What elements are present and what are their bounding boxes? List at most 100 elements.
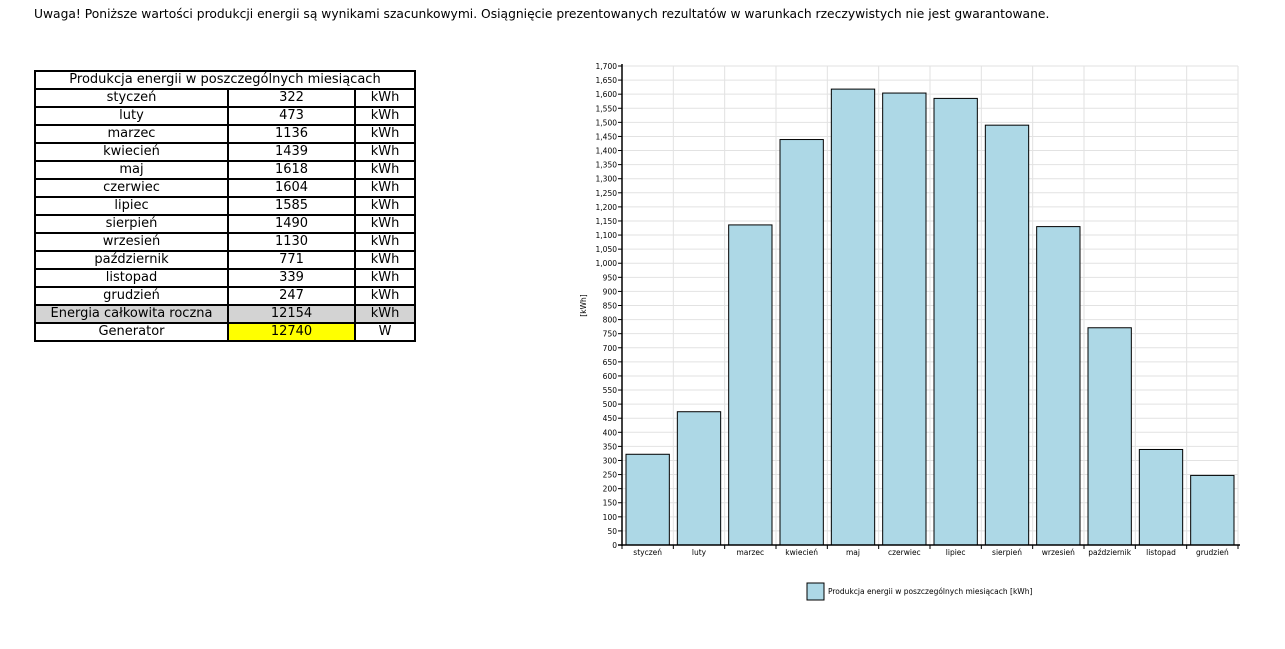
month-cell: czerwiec xyxy=(34,178,229,198)
unit-cell: kWh xyxy=(354,196,416,216)
legend-swatch xyxy=(806,582,825,601)
total-unit: kWh xyxy=(354,304,416,324)
table-row: marzec 1136 kWh xyxy=(34,124,416,144)
table-row: maj 1618 kWh xyxy=(34,160,416,180)
y-tick-label: 400 xyxy=(603,428,618,437)
month-cell: maj xyxy=(34,160,229,180)
value-cell: 322 xyxy=(227,88,356,108)
table-title: Produkcja energii w poszczególnych miesi… xyxy=(34,70,416,90)
unit-cell: kWh xyxy=(354,232,416,252)
value-cell: 247 xyxy=(227,286,356,306)
month-cell: lipiec xyxy=(34,196,229,216)
y-tick-label: 1,300 xyxy=(596,175,618,184)
bar xyxy=(933,97,978,546)
y-tick-label: 1,450 xyxy=(596,132,618,141)
y-tick-label: 850 xyxy=(603,302,618,311)
month-cell: wrzesień xyxy=(34,232,229,252)
bar xyxy=(882,92,927,546)
x-tick-label: czerwiec xyxy=(888,548,921,557)
bar xyxy=(1138,448,1184,546)
y-tick-label: 1,500 xyxy=(596,118,618,127)
table-row: listopad 339 kWh xyxy=(34,268,416,288)
y-tick-label: 900 xyxy=(603,287,618,296)
table-row: sierpień 1490 kWh xyxy=(34,214,416,234)
y-tick-label: 1,700 xyxy=(596,62,618,71)
unit-cell: kWh xyxy=(354,106,416,126)
month-cell: sierpień xyxy=(34,214,229,234)
table-row: wrzesień 1130 kWh xyxy=(34,232,416,252)
y-tick-label: 1,600 xyxy=(596,90,618,99)
total-row: Energia całkowita roczna 12154 kWh xyxy=(34,304,416,324)
y-tick-label: 500 xyxy=(603,400,618,409)
bar xyxy=(779,139,824,546)
generator-unit: W xyxy=(354,322,416,342)
y-tick-label: 1,100 xyxy=(596,231,618,240)
x-tick-label: grudzień xyxy=(1196,548,1229,557)
bar xyxy=(984,124,1030,546)
y-tick-label: 50 xyxy=(607,527,617,536)
y-tick-label: 450 xyxy=(603,414,618,423)
table-row: lipiec 1585 kWh xyxy=(34,196,416,216)
value-cell: 1130 xyxy=(227,232,356,252)
y-tick-label: 800 xyxy=(603,316,618,325)
value-cell: 473 xyxy=(227,106,356,126)
y-tick-label: 1,400 xyxy=(596,147,618,156)
table-title-row: Produkcja energii w poszczególnych miesi… xyxy=(34,70,416,90)
x-tick-label: kwiecień xyxy=(785,548,818,557)
unit-cell: kWh xyxy=(354,124,416,144)
table-row: styczeń 322 kWh xyxy=(34,88,416,108)
y-tick-label: 250 xyxy=(603,471,618,480)
y-tick-label: 1,350 xyxy=(596,161,618,170)
value-cell: 339 xyxy=(227,268,356,288)
y-tick-label: 1,250 xyxy=(596,189,618,198)
value-cell: 1439 xyxy=(227,142,356,162)
bar xyxy=(1087,327,1132,546)
x-tick-label: lipiec xyxy=(946,548,966,557)
y-tick-label: 300 xyxy=(603,456,618,465)
y-tick-label: 750 xyxy=(603,330,618,339)
x-tick-label: listopad xyxy=(1146,548,1176,557)
y-axis-label: [kWh] xyxy=(579,294,588,316)
y-tick-label: 700 xyxy=(603,344,618,353)
x-tick-label: sierpień xyxy=(992,548,1022,557)
x-tick-label: maj xyxy=(846,548,860,557)
y-tick-label: 350 xyxy=(603,442,618,451)
y-tick-label: 200 xyxy=(603,485,618,494)
y-tick-label: 1,050 xyxy=(596,245,618,254)
y-tick-label: 100 xyxy=(603,513,618,522)
month-cell: styczeń xyxy=(34,88,229,108)
generator-value: 12740 xyxy=(227,322,356,342)
bar xyxy=(830,88,876,546)
y-tick-label: 1,550 xyxy=(596,104,618,113)
y-tick-label: 1,200 xyxy=(596,203,618,212)
y-tick-label: 550 xyxy=(603,386,618,395)
energy-table: Produkcja energii w poszczególnych miesi… xyxy=(34,70,416,342)
value-cell: 771 xyxy=(227,250,356,270)
generator-row: Generator 12740 W xyxy=(34,322,416,342)
x-tick-label: marzec xyxy=(736,548,764,557)
bar xyxy=(728,224,773,546)
value-cell: 1490 xyxy=(227,214,356,234)
x-tick-label: luty xyxy=(692,548,707,557)
month-cell: listopad xyxy=(34,268,229,288)
table-row: kwiecień 1439 kWh xyxy=(34,142,416,162)
generator-label: Generator xyxy=(34,322,229,342)
unit-cell: kWh xyxy=(354,160,416,180)
y-tick-label: 1,000 xyxy=(596,259,618,268)
unit-cell: kWh xyxy=(354,214,416,234)
table-row: czerwiec 1604 kWh xyxy=(34,178,416,198)
unit-cell: kWh xyxy=(354,88,416,108)
unit-cell: kWh xyxy=(354,250,416,270)
x-tick-label: październik xyxy=(1088,548,1131,557)
value-cell: 1585 xyxy=(227,196,356,216)
bar xyxy=(676,411,722,546)
y-tick-label: 1,150 xyxy=(596,217,618,226)
y-tick-label: 650 xyxy=(603,358,618,367)
month-cell: październik xyxy=(34,250,229,270)
unit-cell: kWh xyxy=(354,142,416,162)
warning-text: Uwaga! Poniższe wartości produkcji energ… xyxy=(34,7,1050,21)
legend-label: Produkcja energii w poszczególnych miesi… xyxy=(828,587,1032,596)
unit-cell: kWh xyxy=(354,286,416,306)
y-tick-label: 0 xyxy=(612,541,617,550)
